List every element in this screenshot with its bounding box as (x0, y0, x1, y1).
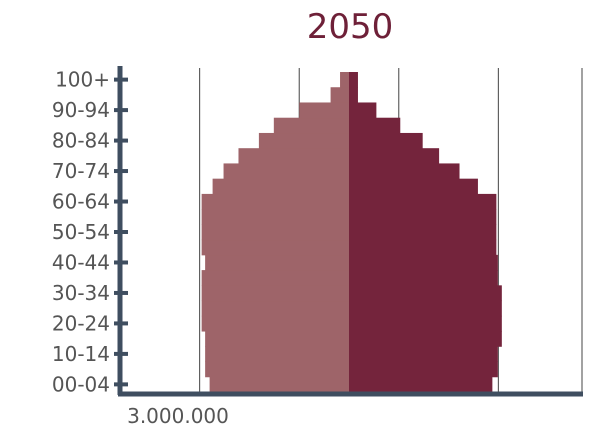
bar-left-75-79 (238, 148, 349, 164)
y-tick-label: 60-64 (52, 190, 110, 214)
bar-right-40-44 (349, 254, 498, 271)
bar-right-05-09 (349, 361, 498, 378)
y-tick-label: 80-84 (52, 129, 110, 153)
bar-left-70-74 (223, 163, 349, 180)
bar-left-20-24 (201, 315, 349, 332)
axes (114, 66, 583, 397)
y-tick-label: 10-14 (52, 342, 110, 366)
bar-right-20-24 (349, 315, 502, 332)
bar-left-00-04 (209, 376, 349, 393)
bar-left-85-89 (273, 117, 349, 134)
bar-left-40-44 (205, 254, 349, 271)
bar-right-00-04 (349, 376, 493, 393)
y-tick-labels: 100+ 90-94 80-84 70-74 60-64 50-54 40-44 30-34 2… (52, 68, 110, 397)
chart-title: 2050 (307, 7, 394, 47)
bar-left-95-99 (330, 87, 349, 103)
bar-left-30-34 (201, 285, 349, 302)
y-tick-label: 90-94 (52, 98, 110, 122)
bar-left-100+ (340, 72, 349, 88)
bar-right-45-49 (349, 239, 497, 256)
bar-right-100+ (349, 72, 358, 88)
bar-right-25-29 (349, 300, 502, 317)
bar-left-80-84 (258, 132, 349, 149)
y-tick-label: 40-44 (52, 250, 110, 274)
bar-left-60-64 (201, 193, 349, 210)
bar-right-60-64 (349, 193, 497, 210)
y-tick-label: 30-34 (52, 281, 110, 305)
bar-left-50-54 (201, 224, 349, 241)
bar-left-25-29 (201, 300, 349, 317)
y-tick-label: 20-24 (52, 311, 110, 335)
bar-right-30-34 (349, 285, 502, 302)
bar-right-55-59 (349, 209, 497, 225)
bar-right-95-99 (349, 87, 358, 103)
bar-right-10-14 (349, 346, 498, 363)
x-tick-label: 3.000.000 (127, 404, 229, 428)
bar-left-10-14 (205, 346, 349, 363)
bar-right-15-19 (349, 331, 502, 347)
y-tick-label: 00-04 (52, 372, 110, 396)
bar-left-90-94 (299, 102, 349, 119)
bar-right-75-79 (349, 148, 440, 164)
bar-right-80-84 (349, 132, 423, 149)
y-tick-label: 70-74 (52, 159, 110, 183)
bar-left-35-39 (201, 270, 349, 286)
bar-right-35-39 (349, 270, 498, 286)
bar-right-70-74 (349, 163, 460, 180)
bar-right-65-69 (349, 178, 478, 195)
bar-right-50-54 (349, 224, 497, 241)
bar-left-15-19 (205, 331, 349, 347)
bar-right-85-89 (349, 117, 401, 134)
bar-left-65-69 (212, 178, 349, 195)
bar-left-55-59 (201, 209, 349, 225)
bars (201, 72, 502, 393)
bar-right-90-94 (349, 102, 377, 119)
bar-left-05-09 (205, 361, 349, 378)
bar-left-45-49 (201, 239, 349, 256)
y-tick-label: 100+ (55, 68, 110, 92)
y-tick-label: 50-54 (52, 220, 110, 244)
